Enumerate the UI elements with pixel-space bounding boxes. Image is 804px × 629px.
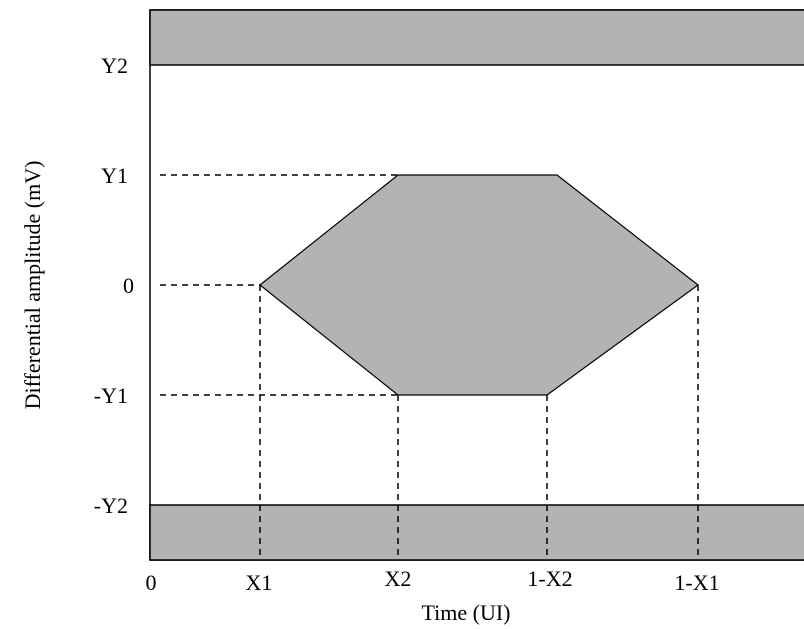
- y-label-neg-y1: -Y1: [94, 383, 128, 408]
- y-label-y2: Y2: [101, 53, 128, 78]
- x-label-x2: X2: [385, 566, 412, 591]
- upper-mask-region: [149, 9, 804, 66]
- x-label-one-minus-x2: 1-X2: [527, 566, 572, 591]
- x-axis-title: Time (UI): [421, 600, 510, 625]
- lower-mask-region: [149, 504, 804, 561]
- y-label-y1: Y1: [101, 163, 128, 188]
- y-label-neg-y2: -Y2: [94, 493, 128, 518]
- x-label-x1: X1: [246, 570, 273, 595]
- y-axis-title: Differential amplitude (mV): [20, 161, 45, 410]
- x-label-origin: 0: [146, 570, 157, 595]
- x-label-one-minus-x1: 1-X1: [674, 570, 719, 595]
- y-label-zero: 0: [123, 273, 134, 298]
